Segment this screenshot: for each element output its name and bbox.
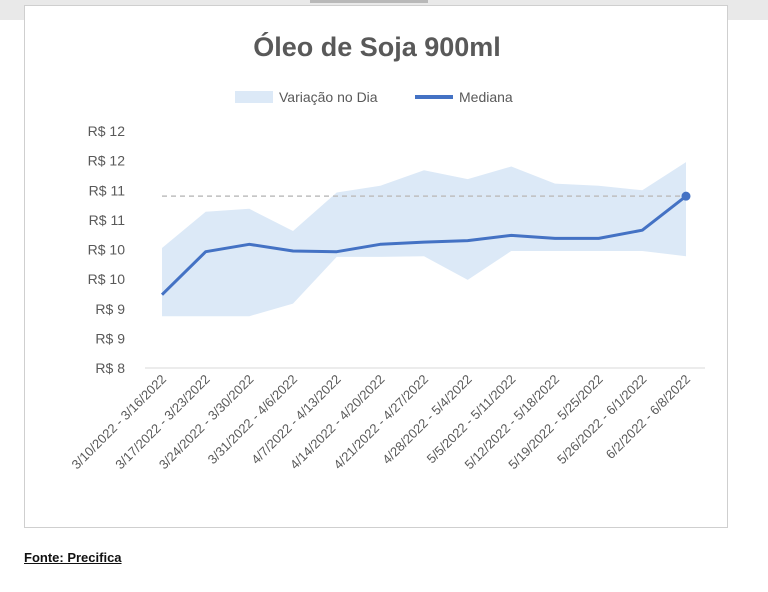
- median-point: [510, 234, 513, 237]
- median-line: [160, 195, 687, 296]
- median-point: [204, 250, 207, 253]
- legend-label-line: Mediana: [459, 89, 513, 105]
- x-tick-label: 6/2/2022 - 6/8/2022: [603, 372, 693, 462]
- y-tick-label: R$ 12: [88, 153, 126, 169]
- y-tick-label: R$ 9: [95, 301, 125, 317]
- median-point: [641, 229, 644, 232]
- y-tick-label: R$ 12: [88, 123, 126, 139]
- plot-area: [160, 162, 691, 317]
- median-point: [335, 250, 338, 253]
- median-point: [597, 237, 600, 240]
- chart-svg: Óleo de Soja 900ml Variação no Dia Media…: [69, 31, 705, 472]
- median-point: [554, 237, 557, 240]
- y-tick-label: R$ 11: [89, 212, 126, 228]
- y-tick-label: R$ 10: [88, 242, 126, 258]
- median-point: [466, 239, 469, 242]
- y-tick-label: R$ 9: [95, 330, 125, 346]
- source-note: Fonte: Precifica: [24, 550, 122, 565]
- y-tick-label: R$ 11: [89, 182, 126, 198]
- median-point: [248, 243, 251, 246]
- median-point: [161, 293, 164, 296]
- band-area: [162, 162, 686, 317]
- chart-title: Óleo de Soja 900ml: [253, 31, 501, 62]
- chart-container: Óleo de Soja 900ml Variação no Dia Media…: [24, 5, 728, 528]
- top-bar-tab: [310, 0, 428, 3]
- legend-swatch-band: [235, 91, 273, 103]
- legend: Variação no Dia Mediana: [235, 89, 513, 105]
- median-end-marker: [681, 191, 691, 201]
- y-tick-label: R$ 8: [95, 360, 125, 376]
- legend-label-band: Variação no Dia: [279, 89, 378, 105]
- median-point: [423, 241, 426, 244]
- y-axis: R$ 8 R$ 9 R$ 9 R$ 10 R$ 10 R$ 11 R$ 11 R$ 12 R$ …: [88, 123, 126, 376]
- y-tick-label: R$ 10: [88, 271, 126, 287]
- median-point: [379, 243, 382, 246]
- median-point: [292, 249, 295, 252]
